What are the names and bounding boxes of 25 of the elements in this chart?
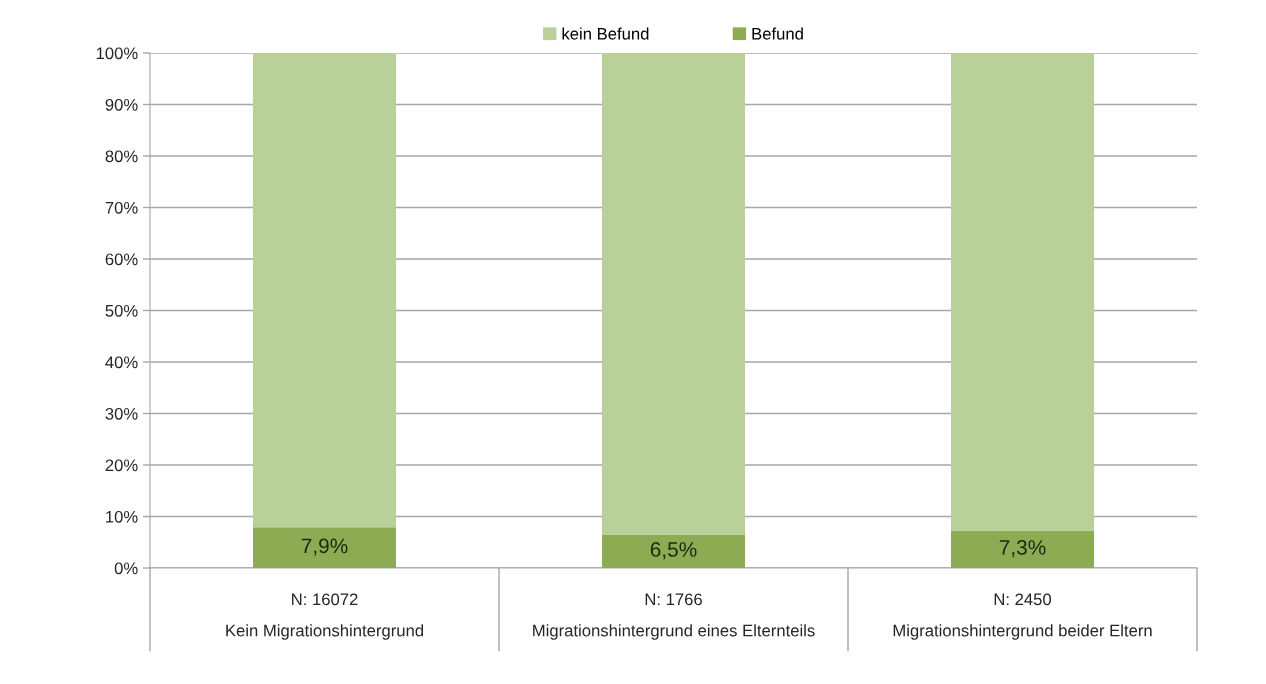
- legend-label: kein Befund: [562, 27, 649, 40]
- data-label: 6,5%: [650, 542, 697, 560]
- bar: [601, 53, 746, 535]
- bar: [950, 53, 1095, 531]
- y-tick-label: 70%: [105, 201, 138, 214]
- bar: [252, 527, 397, 568]
- y-tick-label: 100%: [96, 47, 138, 60]
- bar: [601, 534, 746, 568]
- y-tick-label: 60%: [105, 253, 138, 266]
- data-label: 7,3%: [999, 540, 1046, 558]
- y-tick-label: 80%: [105, 150, 138, 163]
- y-tick-label: 50%: [105, 304, 138, 317]
- y-tick-label: 0%: [114, 562, 138, 575]
- x-tick-label: N: 16072 Kein Migrationshintergrund: [226, 593, 424, 640]
- legend-label: Befund: [752, 27, 803, 40]
- data-label: 7,9%: [301, 538, 348, 556]
- x-tick-label: N: 2450 Migrationshintergrund beider Eltern: [893, 593, 1152, 640]
- y-tick-label: 30%: [105, 407, 138, 420]
- y-tick-label: 20%: [105, 459, 138, 472]
- bar: [950, 530, 1095, 568]
- y-tick-label: 10%: [106, 510, 138, 523]
- y-tick-label: 90%: [105, 98, 138, 111]
- bar: [252, 53, 397, 528]
- x-tick-label: N: 1766 Migrationshintergrund eines Elternteils: [533, 593, 815, 640]
- y-tick-label: 40%: [105, 356, 138, 369]
